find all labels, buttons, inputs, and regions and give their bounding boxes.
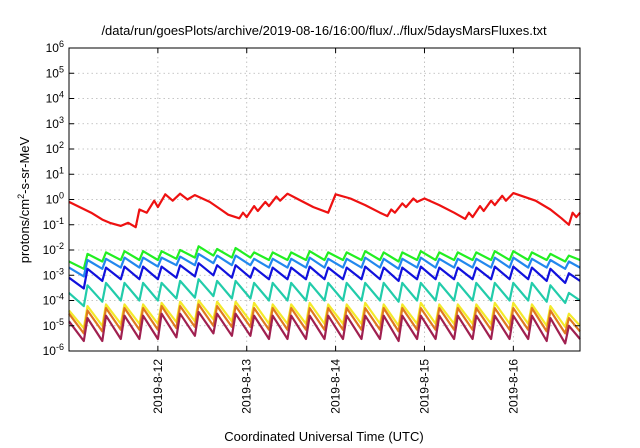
y-tick-label: 106: [46, 39, 64, 55]
y-tick-exp: 3: [59, 115, 64, 125]
y-tick-base: 10: [46, 193, 60, 207]
y-axis-label-sup: 2: [16, 194, 26, 199]
y-tick-exp: -6: [56, 342, 64, 352]
y-tick-exp: -3: [56, 266, 64, 276]
y-tick-base: 10: [46, 41, 60, 55]
series-line-4: [68, 262, 581, 290]
y-tick-label: 10-1: [43, 216, 64, 232]
y-tick-base: 10: [43, 319, 57, 333]
series-line-1: [68, 192, 581, 229]
y-tick-exp: 4: [59, 90, 64, 100]
y-tick-exp: -4: [56, 292, 64, 302]
y-axis-label-prefix: protons/cm: [17, 199, 32, 263]
y-axis-ticks: 10-610-510-410-310-210-11001011021031041…: [43, 39, 580, 358]
x-axis-ticks: 2019-8-12 2019-8-13 2019-8-14 2019-8-15 2019…: [151, 48, 520, 414]
series-line-7: [68, 303, 581, 335]
series-line-2: [68, 245, 581, 270]
y-tick-label: 10-3: [43, 266, 64, 282]
y-tick-exp: -1: [56, 216, 64, 226]
y-tick-base: 10: [46, 92, 60, 106]
x-tick-label: 2019-8-15: [417, 359, 431, 414]
y-tick-exp: 1: [59, 165, 64, 175]
y-tick-exp: 2: [59, 140, 64, 150]
x-tick-label: 2019-8-16: [506, 359, 520, 414]
y-tick-label: 10-5: [43, 317, 64, 333]
y-tick-base: 10: [43, 294, 57, 308]
y-tick-label: 103: [46, 115, 64, 131]
y-tick-base: 10: [46, 167, 60, 181]
y-axis-label-suffix: -s-sr-MeV: [17, 136, 32, 193]
x-tick-label: 2019-8-14: [329, 359, 343, 414]
x-axis-label: Coordinated Universal Time (UTC): [224, 429, 423, 444]
y-tick-base: 10: [43, 243, 57, 257]
y-tick-label: 100: [46, 191, 64, 207]
series-line-5: [68, 278, 581, 308]
series-line-3: [68, 252, 581, 278]
y-tick-base: 10: [43, 344, 57, 358]
chart-title: /data/run/goesPlots/archive/2019-08-16/1…: [101, 23, 547, 38]
y-axis-label: protons/cm2-s-sr-MeV: [16, 136, 32, 263]
x-tick-label: 2019-8-12: [151, 359, 165, 414]
y-tick-exp: 6: [59, 39, 64, 49]
y-tick-label: 101: [46, 165, 64, 181]
y-tick-exp: -2: [56, 241, 64, 251]
grid-layer: [69, 48, 580, 351]
y-tick-label: 102: [46, 140, 64, 156]
y-tick-label: 105: [46, 64, 64, 80]
y-tick-label: 10-4: [43, 292, 64, 308]
series-layer: [68, 192, 581, 345]
y-tick-base: 10: [46, 117, 60, 131]
y-tick-label: 10-6: [43, 342, 64, 358]
y-tick-base: 10: [46, 142, 60, 156]
y-tick-label: 104: [46, 90, 64, 106]
series-line-8: [68, 310, 581, 345]
y-tick-exp: 0: [59, 191, 64, 201]
y-tick-base: 10: [43, 268, 57, 282]
y-tick-base: 10: [46, 66, 60, 80]
y-tick-label: 10-2: [43, 241, 64, 257]
y-tick-base: 10: [43, 218, 57, 232]
x-tick-label: 2019-8-13: [240, 359, 254, 414]
y-tick-exp: 5: [59, 64, 64, 74]
y-tick-exp: -5: [56, 317, 64, 327]
